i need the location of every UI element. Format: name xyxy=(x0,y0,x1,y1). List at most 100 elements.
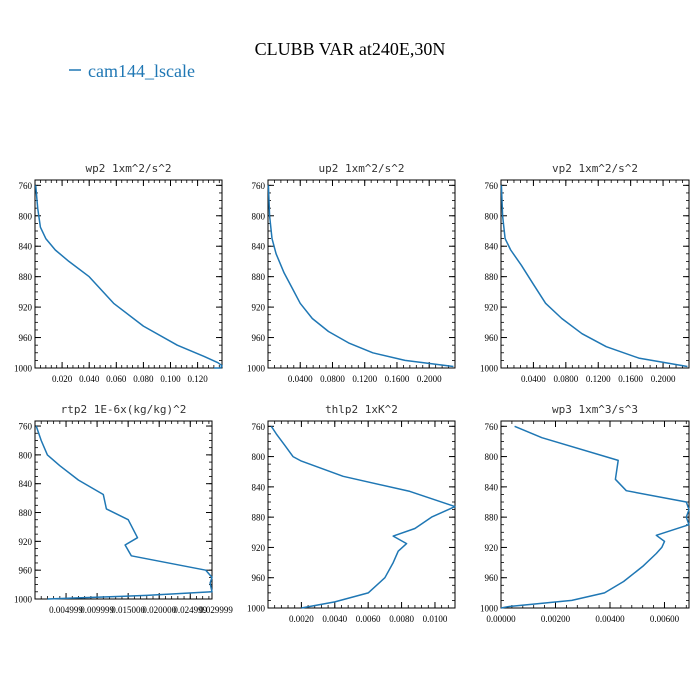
y-tick-label: 1000 xyxy=(247,604,266,614)
y-tick-label: 880 xyxy=(19,272,33,282)
x-tick-label: 0.00400 xyxy=(595,614,625,624)
x-tick-label: 0.0060 xyxy=(356,614,381,624)
chart-panel-2: up2 1xm^2/s^2 0.0400 0.0800 0.1200 0.1600 0.2… xyxy=(247,162,456,384)
x-tick-label: 0.060 xyxy=(106,374,127,384)
y-tick-label: 1000 xyxy=(480,364,499,374)
panel-title: up2 1xm^2/s^2 xyxy=(318,162,404,175)
x-tick-label: 0.020 xyxy=(52,374,73,384)
panel-frame xyxy=(34,179,223,369)
y-tick-label: 1000 xyxy=(14,364,33,374)
chart-panel-6: wp3 1xm^3/s^3 0.00000 0.00200 0.00400 0.0060… xyxy=(480,403,690,624)
panel-title: rtp2 1E-6x(kg/kg)^2 xyxy=(61,403,187,416)
x-tick-label: 0.040 xyxy=(79,374,100,384)
y-tick-label: 800 xyxy=(19,450,33,460)
x-tick-label: 0.1600 xyxy=(385,374,410,384)
y-tick-label: 920 xyxy=(19,537,33,547)
y-tick-label: 800 xyxy=(485,452,499,462)
series-line-cam144_lscale xyxy=(267,185,454,368)
y-tick-label: 1000 xyxy=(14,595,33,605)
y-tick-label: 760 xyxy=(252,422,266,432)
y-tick-label: 880 xyxy=(252,272,266,282)
y-tick-label: 800 xyxy=(485,211,499,221)
y-tick-label: 960 xyxy=(485,333,499,343)
y-tick-label: 840 xyxy=(19,242,33,252)
y-tick-label: 920 xyxy=(19,303,33,313)
y-tick-label: 1000 xyxy=(247,364,266,374)
x-tick-label: 0.024999 xyxy=(173,605,207,615)
y-tick-label: 880 xyxy=(252,513,266,523)
x-tick-label: 0.080 xyxy=(133,374,154,384)
x-tick-label: 0.0080 xyxy=(389,614,414,624)
x-tick-label: 0.0400 xyxy=(288,374,313,384)
panel-title: vp2 1xm^2/s^2 xyxy=(552,162,638,175)
chart-panel-1: wp2 1xm^2/s^2 0.020 0.040 0.060 0.080 0.100 0.… xyxy=(14,162,223,384)
y-tick-label: 840 xyxy=(19,479,33,489)
y-tick-label: 840 xyxy=(252,482,266,492)
x-tick-label: 0.020000 xyxy=(142,605,176,615)
x-tick-label: 0.120 xyxy=(187,374,208,384)
figure-title: CLUBB VAR at240E,30N xyxy=(255,39,446,59)
y-tick-label: 920 xyxy=(485,303,499,313)
legend: cam144_lscale xyxy=(69,61,195,81)
x-tick-label: 0.100 xyxy=(160,374,181,384)
legend-label: cam144_lscale xyxy=(88,61,195,81)
y-tick-label: 960 xyxy=(485,573,499,583)
y-tick-label: 840 xyxy=(485,242,499,252)
panel-frame xyxy=(500,420,690,609)
x-tick-label: 0.0020 xyxy=(289,614,314,624)
x-tick-label: 0.0800 xyxy=(320,374,345,384)
y-tick-label: 800 xyxy=(252,452,266,462)
panel-title: wp3 1xm^3/s^3 xyxy=(552,403,638,416)
y-tick-label: 920 xyxy=(252,543,266,553)
panel-frame xyxy=(500,179,690,369)
x-tick-label: 0.1200 xyxy=(586,374,611,384)
x-tick-label: 0.2000 xyxy=(417,374,442,384)
x-tick-label: 0.0040 xyxy=(322,614,347,624)
y-tick-label: 760 xyxy=(19,422,33,432)
y-tick-label: 920 xyxy=(485,543,499,553)
panel-title: thlp2 1xK^2 xyxy=(325,403,398,416)
x-tick-label: 0.00600 xyxy=(650,614,680,624)
x-tick-label: 0.0400 xyxy=(521,374,546,384)
chart-panel-4: rtp2 1E-6x(kg/kg)^2 0.0049990.0099990.015… xyxy=(14,403,233,615)
y-tick-label: 960 xyxy=(19,333,33,343)
series-line-cam144_lscale xyxy=(500,185,688,368)
series-line-cam144_lscale xyxy=(34,185,223,369)
series-line-cam144_lscale xyxy=(270,425,456,609)
y-tick-label: 960 xyxy=(252,573,266,583)
panel-frame xyxy=(267,420,456,609)
y-tick-label: 840 xyxy=(252,242,266,252)
y-tick-label: 800 xyxy=(252,211,266,221)
panel-title: wp2 1xm^2/s^2 xyxy=(85,162,171,175)
y-tick-label: 1000 xyxy=(480,604,499,614)
y-tick-label: 960 xyxy=(252,333,266,343)
x-tick-label: 0.1600 xyxy=(618,374,643,384)
x-tick-label: 0.1200 xyxy=(352,374,377,384)
y-tick-label: 880 xyxy=(485,513,499,523)
y-tick-label: 880 xyxy=(19,508,33,518)
y-tick-label: 880 xyxy=(485,272,499,282)
panel-frame xyxy=(267,179,456,369)
chart-panel-5: thlp2 1xK^2 0.0020 0.0040 0.0060 0.0080 0.010… xyxy=(247,403,456,624)
x-tick-label: 0.009999 xyxy=(80,605,114,615)
x-tick-label: 0.015000 xyxy=(111,605,145,615)
y-tick-label: 760 xyxy=(485,422,499,432)
y-tick-label: 760 xyxy=(485,181,499,191)
x-tick-label: 0.2000 xyxy=(651,374,676,384)
y-tick-label: 800 xyxy=(19,211,33,221)
series-line-cam144_lscale xyxy=(35,425,213,600)
y-tick-label: 760 xyxy=(19,181,33,191)
x-tick-label: 0.00200 xyxy=(541,614,571,624)
y-tick-label: 960 xyxy=(19,566,33,576)
y-tick-label: 920 xyxy=(252,303,266,313)
x-tick-label: 0.00000 xyxy=(486,614,516,624)
x-tick-label: 0.0100 xyxy=(423,614,448,624)
panel-frame xyxy=(34,420,213,600)
x-tick-label: 0.0800 xyxy=(553,374,578,384)
series-line-cam144_lscale xyxy=(500,425,690,609)
y-tick-label: 840 xyxy=(485,482,499,492)
chart-panel-3: vp2 1xm^2/s^2 0.0400 0.0800 0.1200 0.1600 0.2… xyxy=(480,162,690,384)
y-tick-label: 760 xyxy=(252,181,266,191)
x-tick-label: 0.029999 xyxy=(199,605,233,615)
